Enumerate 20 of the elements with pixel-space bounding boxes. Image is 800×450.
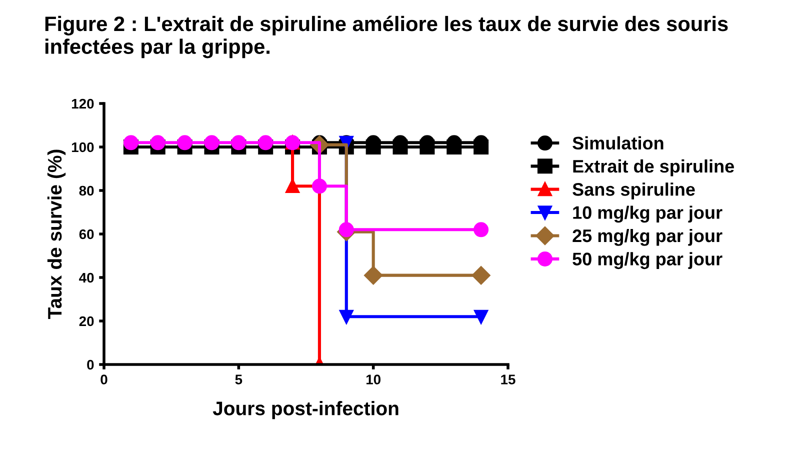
y-tick-label: 100 [72, 142, 94, 152]
legend-label: 50 mg/kg par jour [572, 252, 722, 270]
y-tick-label: 40 [79, 272, 94, 283]
x-tick-label: 0 [100, 374, 108, 384]
x-axis-title: Jours post-infection [212, 401, 398, 420]
chart-title: Figure 2 : L'extrait de spiruline améliore les taux de survie des souris infectées par la grippe. [45, 16, 728, 58]
y-tick-label: 80 [79, 186, 94, 196]
y-tick-label: 60 [79, 229, 94, 240]
legend-label: 10 mg/kg par jour [573, 206, 722, 223]
x-tick-label: 5 [235, 374, 242, 384]
y-tick-label: 120 [72, 98, 94, 109]
y-tick-label: 20 [79, 316, 94, 326]
legend-label: 25 mg/kg par jour [572, 228, 722, 246]
x-tick-label: 15 [501, 374, 516, 384]
y-axis-title: Taux de survie (%) [47, 150, 66, 319]
x-tick-label: 10 [366, 374, 380, 384]
legend-label: Sans spiruline [572, 182, 695, 200]
y-tick-label: 0 [87, 360, 94, 370]
legend-label: Extrait de spiruline [573, 159, 734, 176]
legend-label: Simulation [572, 136, 664, 150]
